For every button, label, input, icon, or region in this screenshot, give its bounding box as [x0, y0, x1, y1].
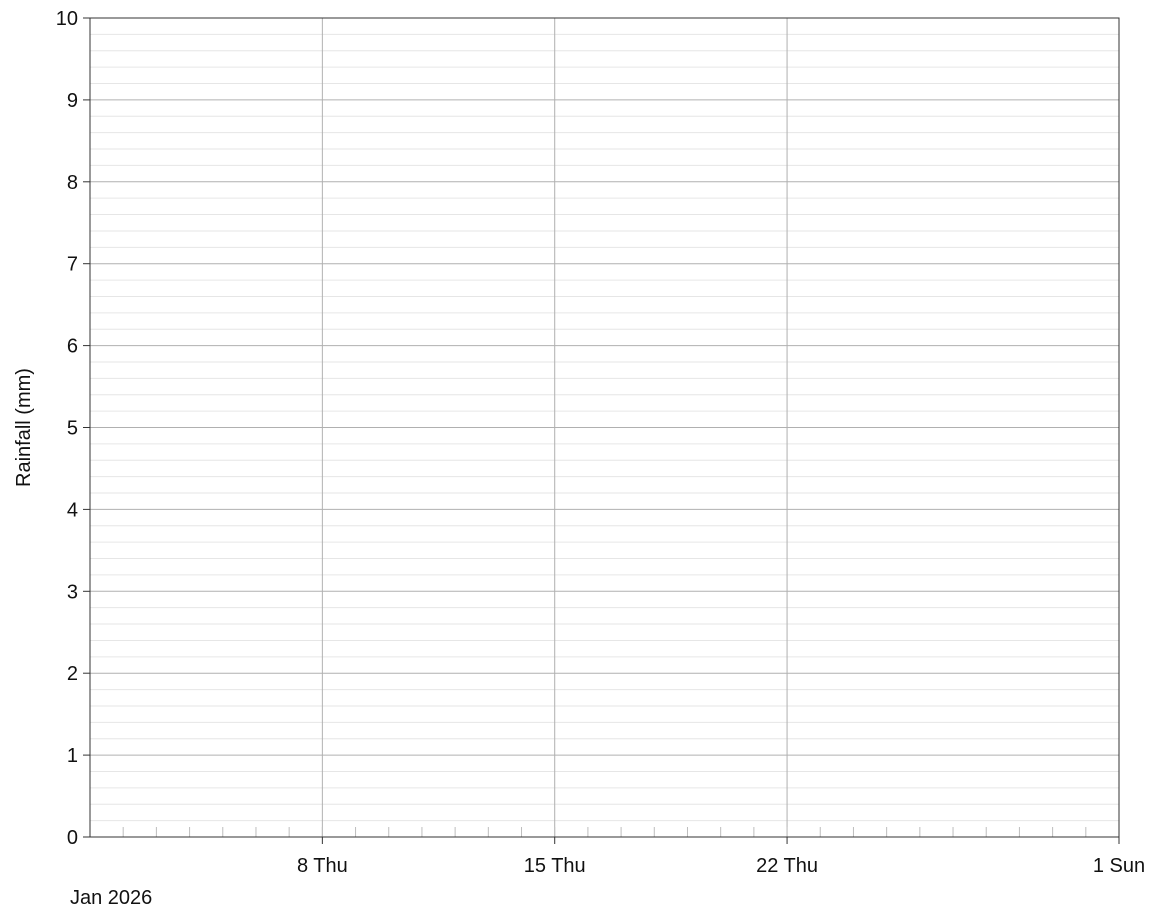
x-tick-label: 1 Sun: [1093, 855, 1145, 877]
y-tick-label: 2: [67, 663, 78, 685]
y-tick-labels: 0 1 2 3 4 5 6 7 8 9 10: [56, 8, 78, 849]
y-tick-label: 8: [67, 172, 78, 194]
y-tick-label: 4: [67, 499, 78, 521]
y-tick-label: 5: [67, 418, 78, 440]
y-tick-label: 0: [67, 827, 78, 849]
plot-frame: [89, 17, 1120, 838]
x-tick-label: 15 Thu: [524, 855, 586, 877]
y-tick-label: 1: [67, 745, 78, 767]
y-tick-label: 9: [67, 90, 78, 112]
y-tick-label: 3: [67, 581, 78, 603]
period-label: Jan 2026: [70, 887, 152, 909]
y-tick-label: 6: [67, 336, 78, 358]
y-tick-label: 7: [67, 254, 78, 276]
y-tick-label: 10: [56, 8, 78, 30]
grid-lines: [90, 18, 1119, 837]
x-tick-label: 8 Thu: [297, 855, 348, 877]
axis-ticks: [83, 17, 1120, 844]
y-axis-label: Rainfall (mm): [13, 368, 35, 487]
x-tick-labels: 8 Thu 15 Thu 22 Thu 1 Sun: [297, 855, 1145, 877]
x-tick-label: 22 Thu: [756, 855, 818, 877]
